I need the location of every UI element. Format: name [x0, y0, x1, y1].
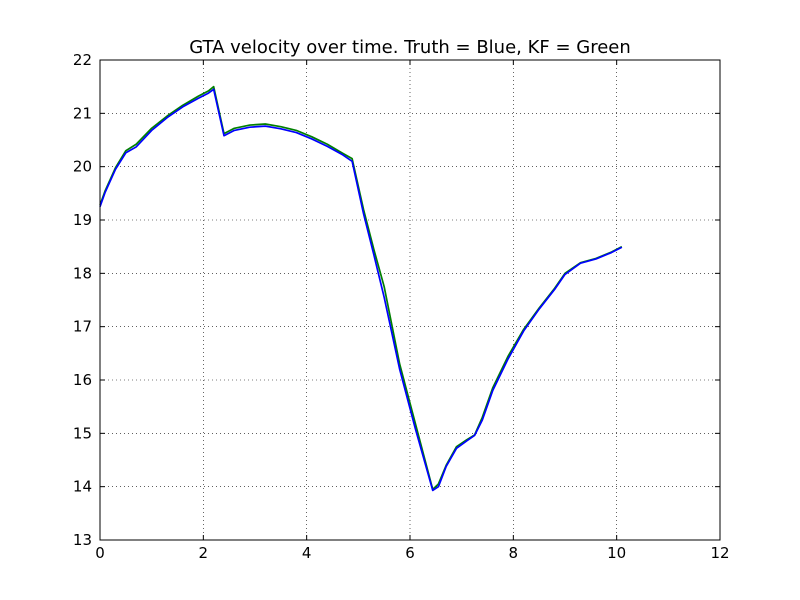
series-lines [99, 85, 623, 492]
x-tick-label: 0 [95, 544, 105, 562]
x-tick-label: 12 [710, 544, 729, 562]
grid-lines [100, 60, 720, 540]
axis-ticks: 0 2 4 6 8 10 12 13 14 15 16 17 18 19 20 21 22 [73, 51, 730, 562]
y-tick-label: 20 [73, 158, 92, 176]
y-tick-label: 17 [73, 318, 92, 336]
y-tick-label: 18 [73, 264, 92, 282]
series-line-1 [99, 85, 623, 491]
chart-title: GTA velocity over time. Truth = Blue, KF… [189, 37, 631, 58]
series-line-2 [99, 88, 623, 492]
x-tick-label: 4 [302, 544, 312, 562]
x-tick-label: 10 [607, 544, 626, 562]
y-tick-label: 13 [73, 531, 92, 549]
x-tick-label: 6 [405, 544, 415, 562]
y-tick-label: 14 [73, 478, 92, 496]
x-tick-label: 2 [199, 544, 209, 562]
y-tick-label: 22 [73, 51, 92, 69]
y-tick-label: 19 [73, 211, 92, 229]
y-tick-label: 16 [73, 371, 92, 389]
y-tick-label: 21 [73, 104, 92, 122]
x-tick-label: 8 [509, 544, 519, 562]
y-tick-label: 15 [73, 424, 92, 442]
